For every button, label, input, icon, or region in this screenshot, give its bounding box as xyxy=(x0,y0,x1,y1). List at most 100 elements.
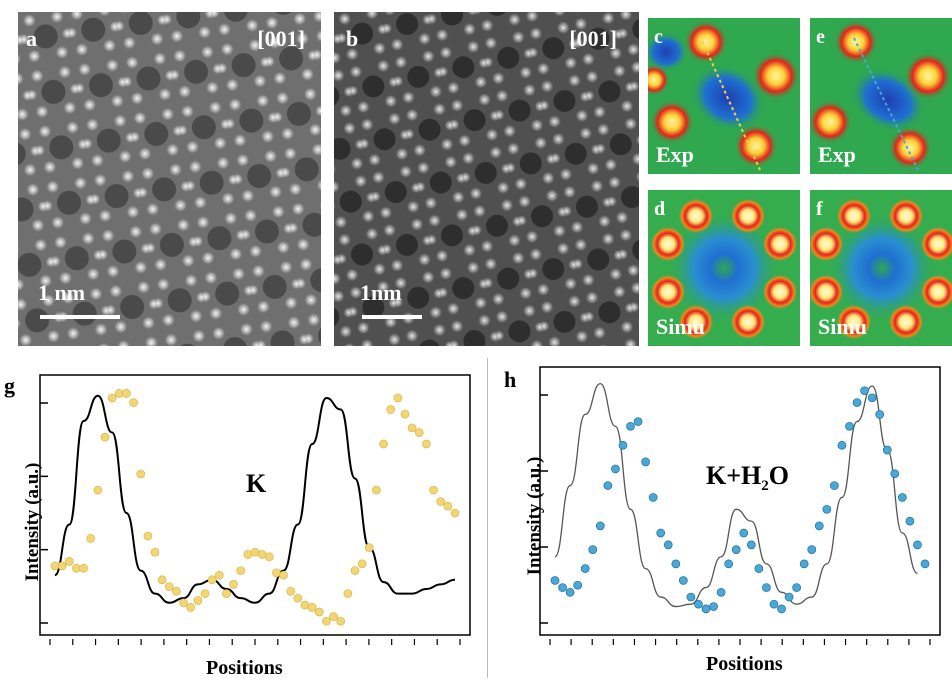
data-point xyxy=(679,576,688,585)
data-point xyxy=(837,440,847,450)
data-point xyxy=(860,386,869,396)
data-point xyxy=(229,580,238,589)
data-point xyxy=(107,393,117,403)
data-point xyxy=(243,550,253,559)
data-point xyxy=(214,570,224,580)
data-point xyxy=(93,485,103,495)
data-point xyxy=(558,583,567,592)
data-point xyxy=(897,493,907,502)
data-point xyxy=(150,547,160,557)
data-point xyxy=(57,561,67,571)
fit-line-1 xyxy=(554,382,918,608)
data-point xyxy=(618,440,628,450)
intensity-map-e: e Exp xyxy=(810,18,952,174)
data-point xyxy=(393,393,403,403)
data-point xyxy=(845,421,854,431)
data-point xyxy=(222,589,231,598)
data-point xyxy=(746,540,756,550)
data-point xyxy=(830,481,839,490)
tem-lattice-a xyxy=(18,12,321,346)
plot-g-svg xyxy=(39,374,471,645)
data-point xyxy=(550,576,560,585)
data-point xyxy=(336,616,346,626)
plot-frame-1 xyxy=(539,366,941,636)
intensity-map-d: d Simu xyxy=(648,190,800,346)
map-caption-f: Simu xyxy=(818,314,867,339)
tem-image-b: b [001] 1nm xyxy=(334,12,639,346)
data-point xyxy=(565,587,575,597)
exp-map-e xyxy=(810,18,952,174)
data-point xyxy=(573,580,583,590)
data-point xyxy=(322,616,331,626)
data-point xyxy=(407,423,417,433)
data-point xyxy=(799,559,809,569)
data-point xyxy=(739,528,749,538)
panel-divider xyxy=(487,358,488,678)
panel-label-c: c xyxy=(654,26,663,48)
data-point xyxy=(422,439,431,449)
data-point xyxy=(300,600,310,610)
data-point xyxy=(357,559,367,569)
data-point xyxy=(343,589,353,598)
x-axis-label-g: Positions xyxy=(206,657,283,679)
x-axis-label-h: Positions xyxy=(706,653,783,675)
data-point xyxy=(626,421,635,431)
data-point xyxy=(762,583,771,592)
data-point xyxy=(207,575,217,585)
tem-image-a: a [001] 1 nm xyxy=(18,12,321,346)
map-caption-e: Exp xyxy=(818,142,856,167)
data-point xyxy=(716,587,726,597)
data-point xyxy=(890,469,900,479)
data-point xyxy=(792,583,801,592)
data-point xyxy=(648,493,658,502)
scale-label-a: 1 nm xyxy=(38,280,86,305)
data-point xyxy=(754,564,764,573)
data-point xyxy=(595,521,605,531)
data-point xyxy=(379,439,388,449)
data-point xyxy=(724,559,734,569)
scale-label-b: 1nm xyxy=(360,280,402,305)
data-point xyxy=(172,586,181,596)
data-point xyxy=(279,570,288,580)
data-point xyxy=(350,566,360,575)
data-point xyxy=(656,528,666,538)
exp-map-c xyxy=(648,18,800,174)
data-point xyxy=(694,599,703,609)
intensity-map-f: f Simu xyxy=(810,190,952,346)
data-point xyxy=(671,559,681,569)
data-point xyxy=(200,589,210,598)
data-point xyxy=(731,545,741,554)
data-point xyxy=(414,428,424,437)
data-point xyxy=(86,534,96,543)
fit-line-0 xyxy=(54,394,456,604)
data-point xyxy=(164,582,174,592)
data-point xyxy=(701,604,711,614)
data-point xyxy=(633,417,643,426)
profile-plot-h: h K+H2O Positions Intensity (a.u.) xyxy=(490,355,952,682)
data-point xyxy=(100,432,110,442)
data-point xyxy=(814,521,824,531)
y-axis-label-h: Intensity (a.u.) xyxy=(524,456,545,576)
map-caption-d: Simu xyxy=(656,314,705,339)
panel-label-e: e xyxy=(816,26,825,48)
data-point xyxy=(400,409,410,419)
data-point xyxy=(307,603,317,612)
tem-lattice-b xyxy=(334,12,639,346)
data-point xyxy=(807,545,817,554)
data-point xyxy=(250,547,260,557)
profile-plot-g: g K Positions Intensity (a.u.) xyxy=(0,355,486,682)
data-point xyxy=(79,563,88,573)
data-point xyxy=(882,445,892,455)
plot-frame-0 xyxy=(39,374,471,636)
scale-bar-a xyxy=(40,315,120,319)
panel-label-f: f xyxy=(816,198,823,220)
data-point xyxy=(179,598,188,608)
data-point xyxy=(257,550,267,559)
data-point xyxy=(193,596,203,605)
data-point xyxy=(286,586,296,596)
data-point xyxy=(709,602,718,611)
plot-annotation-g: K xyxy=(246,469,267,498)
scale-bar-b xyxy=(362,315,422,319)
intensity-map-c: c Exp xyxy=(648,18,800,174)
data-point xyxy=(157,575,167,585)
